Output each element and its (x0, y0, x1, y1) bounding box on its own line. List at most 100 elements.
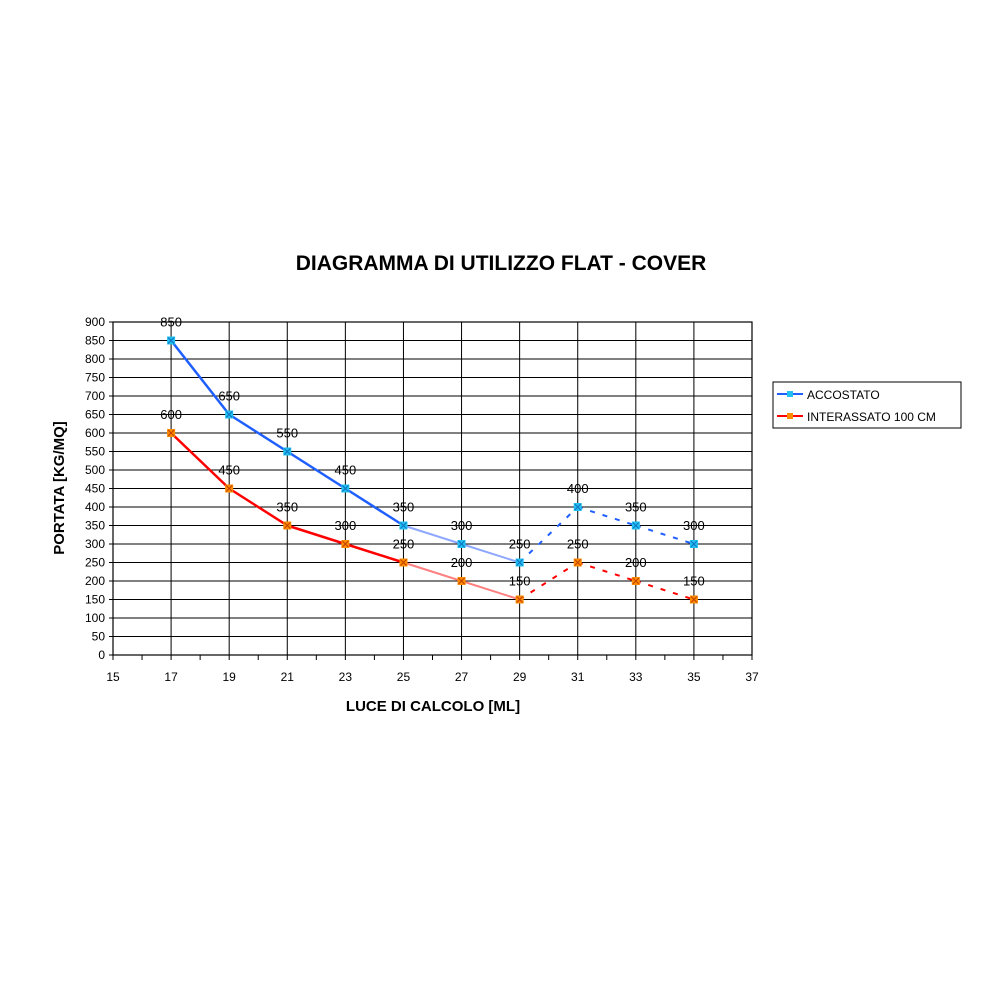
series-segment-0 (286, 450, 347, 490)
series-segment-0 (577, 506, 637, 527)
data-point-x-icon (458, 577, 465, 585)
data-label: 250 (509, 537, 531, 552)
data-point-x-icon (632, 577, 640, 585)
y-tick-label: 350 (85, 519, 105, 533)
data-label: 350 (393, 500, 415, 515)
legend-label-accostato: ACCOSTATO (807, 388, 880, 402)
data-point-x-icon (400, 522, 407, 529)
data-label: 600 (160, 407, 182, 422)
y-tick-label: 250 (85, 556, 105, 570)
series-segment-0 (403, 524, 462, 545)
series-segment-1 (577, 561, 637, 582)
data-labels: 850 650 550 450 350 300 250 400 350 300 600 450 350 3… (160, 315, 705, 589)
series-segment-1 (635, 580, 695, 601)
y-tick-label: 850 (85, 334, 105, 348)
x-tick-label: 31 (571, 670, 585, 684)
series-segment-0 (635, 524, 695, 545)
data-point-x-icon (342, 540, 349, 548)
legend-box (772, 381, 962, 429)
data-point-x-icon (283, 522, 291, 529)
plot-area (112, 321, 753, 656)
data-point-x-icon (690, 540, 698, 548)
y-tick-label: 50 (92, 630, 106, 644)
x-tick-label: 33 (629, 670, 643, 684)
data-label: 200 (451, 555, 473, 570)
data-label: 150 (509, 574, 531, 589)
y-tick-label: 750 (85, 371, 105, 385)
series-markers (167, 336, 698, 604)
grid (109, 321, 753, 660)
y-tick-label: 400 (85, 500, 105, 514)
x-tick-label: 19 (223, 670, 237, 684)
data-label: 450 (335, 463, 357, 478)
data-point-x-icon (516, 559, 523, 566)
x-tick-label: 29 (513, 670, 527, 684)
series-segment-1 (170, 432, 231, 490)
data-label: 250 (393, 537, 415, 552)
y-tick-label: 450 (85, 482, 105, 496)
data-label: 200 (625, 555, 647, 570)
data-label: 350 (276, 500, 298, 515)
series-segment-0 (170, 339, 231, 416)
y-tick-label: 500 (85, 463, 105, 477)
y-tick-label: 800 (85, 352, 105, 366)
series-segment-1 (344, 542, 404, 564)
legend-label-interassato: INTERASSATO 100 CM (807, 410, 936, 424)
data-label: 550 (276, 426, 298, 441)
y-tick-label: 900 (85, 315, 105, 329)
data-point-x-icon (225, 411, 233, 418)
data-label: 300 (451, 518, 473, 533)
series-segment-1 (461, 580, 520, 601)
data-label: 450 (218, 463, 240, 478)
data-point-x-icon (458, 540, 465, 548)
legend-marker-accostato (787, 391, 793, 397)
x-axis-label: LUCE DI CALCOLO [ML] (346, 698, 520, 715)
y-tick-label: 100 (85, 611, 105, 625)
series-lines (170, 339, 695, 601)
x-tick-label: 25 (397, 670, 411, 684)
y-axis-label: PORTATA [KG/MQ] (51, 421, 68, 555)
data-point-x-icon (690, 596, 698, 603)
y-tick-label: 600 (85, 426, 105, 440)
legend: ACCOSTATO INTERASSATO 100 CM (772, 381, 962, 429)
y-tick-label: 650 (85, 408, 105, 422)
y-tick-label: 550 (85, 445, 105, 459)
data-label: 650 (218, 389, 240, 404)
series-segment-1 (286, 524, 346, 546)
y-tick-label: 300 (85, 537, 105, 551)
x-tick-label: 17 (164, 670, 178, 684)
data-label: 850 (160, 315, 182, 330)
data-point-x-icon (167, 429, 175, 437)
y-tick-label: 200 (85, 574, 105, 588)
x-tick-label: 23 (339, 670, 353, 684)
y-tick-label: 0 (98, 648, 105, 662)
data-point-x-icon (632, 522, 640, 529)
y-tick-label: 150 (85, 593, 105, 607)
series-segment-1 (228, 487, 288, 527)
x-tick-label: 15 (106, 670, 120, 684)
data-point-x-icon (167, 337, 175, 344)
data-point-x-icon (574, 503, 582, 511)
y-tick-label: 700 (85, 389, 105, 403)
x-tick-label: 21 (281, 670, 295, 684)
series-segment-1 (403, 561, 462, 582)
chart-title: DIAGRAMMA DI UTILIZZO FLAT - COVER (296, 252, 707, 275)
x-tick-label: 27 (455, 670, 469, 684)
data-point-x-icon (574, 559, 582, 566)
data-point-x-icon (225, 485, 233, 492)
legend-marker-interassato (787, 413, 793, 419)
series-segment-0 (228, 413, 288, 453)
series-segment-0 (344, 487, 405, 527)
data-label: 400 (567, 481, 589, 496)
data-label: 250 (567, 537, 589, 552)
data-point-x-icon (342, 485, 349, 492)
tick-labels: 0 50 100 150 200 250 300 350 400 450 500 550 600 650 7… (85, 315, 759, 684)
x-tick-label: 37 (745, 670, 759, 684)
data-point-x-icon (516, 596, 523, 603)
data-label: 150 (683, 574, 705, 589)
series-segment-0 (461, 543, 520, 564)
data-label: 300 (683, 518, 705, 533)
data-point-x-icon (400, 559, 407, 566)
series-segment-0 (518, 506, 579, 564)
